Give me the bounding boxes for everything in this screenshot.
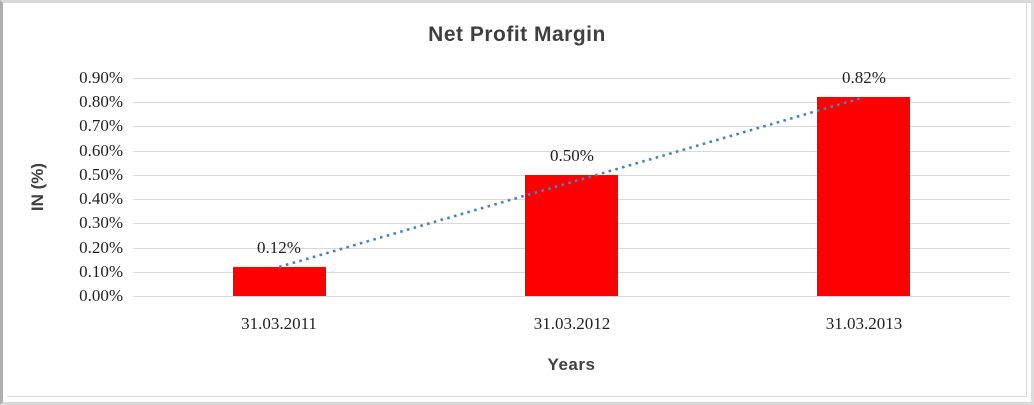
x-tick-label: 31.03.2012 bbox=[533, 314, 611, 333]
x-axis-title: Years bbox=[547, 355, 596, 374]
y-tick-label: 0.80% bbox=[79, 92, 123, 111]
plot-area bbox=[133, 78, 1010, 297]
gridline bbox=[133, 296, 1010, 297]
y-tick-label: 0.10% bbox=[79, 262, 123, 281]
y-tick-label: 0.70% bbox=[79, 116, 123, 135]
bar-data-label: 0.82% bbox=[842, 68, 886, 87]
chart-title: Net Profit Margin bbox=[428, 23, 606, 46]
bar-data-label: 0.12% bbox=[257, 238, 301, 257]
gridline bbox=[133, 126, 1010, 127]
y-tick-label: 0.60% bbox=[79, 141, 123, 160]
y-tick-label: 0.00% bbox=[79, 286, 123, 305]
y-tick-label: 0.50% bbox=[79, 165, 123, 184]
y-tick-label: 0.40% bbox=[79, 189, 123, 208]
y-tick-label: 0.20% bbox=[79, 238, 123, 257]
trendline bbox=[278, 96, 865, 269]
y-tick-label: 0.30% bbox=[79, 213, 123, 232]
gridline bbox=[133, 151, 1010, 152]
bar-data-label: 0.50% bbox=[550, 146, 594, 165]
x-tick-label: 31.03.2013 bbox=[825, 314, 903, 333]
bar bbox=[817, 97, 910, 296]
bar bbox=[233, 267, 326, 296]
gridline bbox=[133, 78, 1010, 79]
y-tick-label: 0.90% bbox=[79, 68, 123, 87]
gridline bbox=[133, 102, 1010, 103]
x-tick-label: 31.03.2011 bbox=[241, 314, 317, 333]
bar bbox=[525, 175, 618, 296]
